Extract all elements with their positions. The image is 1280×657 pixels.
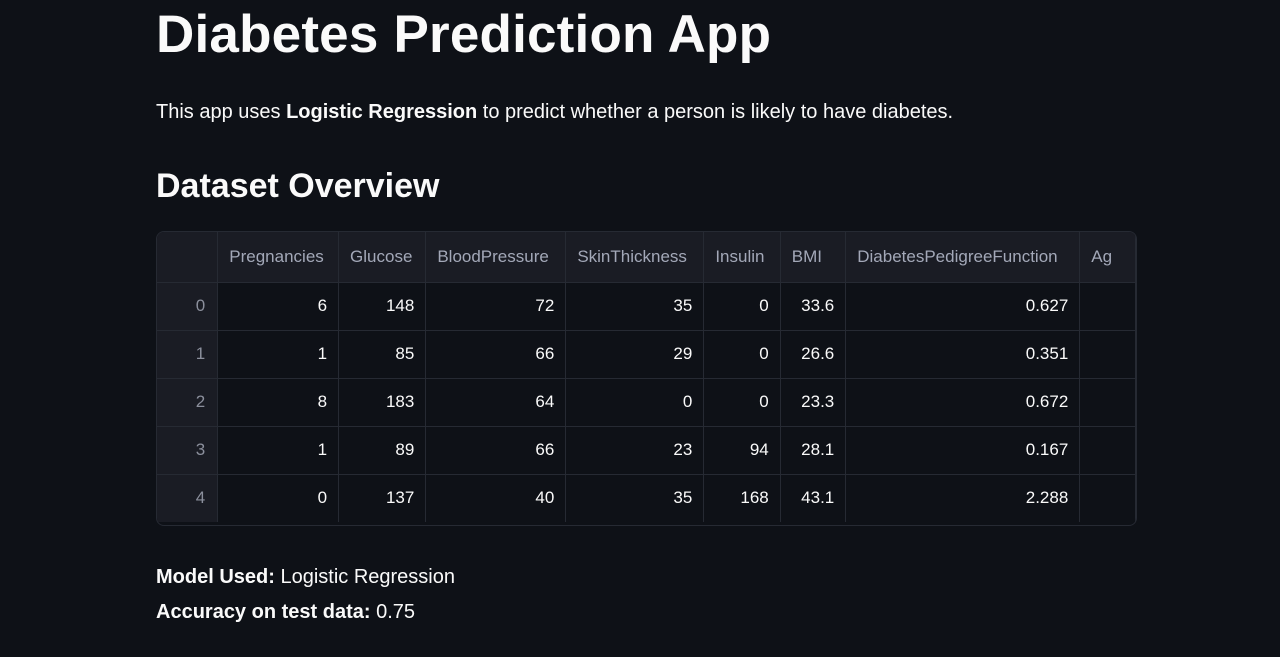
table-cell[interactable]: 6 — [217, 282, 340, 331]
column-header-skinthickness[interactable]: SkinThickness — [565, 232, 705, 283]
dataset-table[interactable]: Pregnancies Glucose BloodPressure SkinTh… — [157, 232, 1136, 522]
table-cell[interactable]: 89 — [338, 426, 427, 475]
table-cell[interactable]: 0 — [703, 282, 781, 331]
table-cell[interactable]: 28.1 — [780, 426, 847, 475]
accuracy-line: Accuracy on test data: 0.75 — [156, 598, 415, 626]
model-used-line: Model Used: Logistic Regression — [156, 563, 455, 591]
page-title: Diabetes Prediction App — [156, 5, 772, 64]
table-cell[interactable]: 64 — [425, 378, 567, 427]
section-title-dataset-overview: Dataset Overview — [156, 167, 440, 205]
row-index-cell[interactable]: 0 — [157, 282, 219, 331]
table-cell[interactable]: 23 — [565, 426, 705, 475]
table-cell[interactable]: 26.6 — [780, 330, 847, 379]
table-cell[interactable]: 29 — [565, 330, 705, 379]
table-cell[interactable]: 0.351 — [845, 330, 1081, 379]
intro-prefix: This app uses — [156, 101, 287, 123]
table-cell[interactable] — [1079, 282, 1136, 331]
table-cell[interactable]: 0 — [703, 378, 781, 427]
column-header-bmi[interactable]: BMI — [780, 232, 847, 283]
model-used-label: Model Used: — [156, 566, 275, 588]
column-header-pregnancies[interactable]: Pregnancies — [217, 232, 340, 283]
table-row: 2 8 183 64 0 0 23.3 0.672 — [157, 378, 1136, 427]
column-header-index[interactable] — [157, 232, 219, 283]
table-cell[interactable]: 0 — [217, 474, 340, 522]
table-cell[interactable]: 0 — [565, 378, 705, 427]
intro-model-name: Logistic Regression — [286, 101, 478, 123]
column-header-age[interactable]: Ag — [1079, 232, 1136, 283]
table-cell[interactable]: 40 — [425, 474, 567, 522]
table-cell[interactable]: 66 — [425, 426, 567, 475]
column-header-insulin[interactable]: Insulin — [703, 232, 781, 283]
table-cell[interactable]: 43.1 — [780, 474, 847, 522]
row-index-cell[interactable]: 1 — [157, 330, 219, 379]
table-cell[interactable]: 35 — [565, 474, 705, 522]
table-cell[interactable]: 168 — [703, 474, 781, 522]
table-cell[interactable]: 8 — [217, 378, 340, 427]
column-header-diabetespedigreefunction[interactable]: DiabetesPedigreeFunction — [845, 232, 1081, 283]
table-cell[interactable]: 2.288 — [845, 474, 1081, 522]
table-cell[interactable]: 35 — [565, 282, 705, 331]
column-header-glucose[interactable]: Glucose — [338, 232, 427, 283]
table-cell[interactable]: 183 — [338, 378, 427, 427]
dataframe-viewer[interactable]: Pregnancies Glucose BloodPressure SkinTh… — [156, 231, 1137, 526]
table-cell[interactable]: 0 — [703, 330, 781, 379]
column-header-bloodpressure[interactable]: BloodPressure — [425, 232, 567, 283]
table-cell[interactable]: 94 — [703, 426, 781, 475]
accuracy-label: Accuracy on test data: — [156, 601, 371, 623]
table-cell[interactable]: 0.167 — [845, 426, 1081, 475]
table-cell[interactable]: 1 — [217, 426, 340, 475]
table-cell[interactable]: 1 — [217, 330, 340, 379]
table-cell[interactable]: 148 — [338, 282, 427, 331]
table-cell[interactable] — [1079, 378, 1136, 427]
table-cell[interactable]: 137 — [338, 474, 427, 522]
row-index-cell[interactable]: 3 — [157, 426, 219, 475]
table-cell[interactable]: 0.627 — [845, 282, 1081, 331]
table-cell[interactable]: 66 — [425, 330, 567, 379]
table-row: 1 1 85 66 29 0 26.6 0.351 — [157, 330, 1136, 379]
accuracy-value: 0.75 — [370, 601, 415, 623]
table-cell[interactable]: 85 — [338, 330, 427, 379]
table-cell[interactable] — [1079, 426, 1136, 475]
table-cell[interactable]: 0.672 — [845, 378, 1081, 427]
row-index-cell[interactable]: 2 — [157, 378, 219, 427]
table-row: 4 0 137 40 35 168 43.1 2.288 — [157, 474, 1136, 522]
intro-text: This app uses Logistic Regression to pre… — [156, 98, 953, 126]
table-cell[interactable]: 33.6 — [780, 282, 847, 331]
table-cell[interactable] — [1079, 474, 1136, 522]
model-used-value: Logistic Regression — [274, 566, 455, 588]
table-cell[interactable]: 23.3 — [780, 378, 847, 427]
table-cell[interactable]: 72 — [425, 282, 567, 331]
intro-suffix: to predict whether a person is likely to… — [477, 101, 954, 123]
table-header-row: Pregnancies Glucose BloodPressure SkinTh… — [157, 232, 1136, 283]
table-row: 0 6 148 72 35 0 33.6 0.627 — [157, 282, 1136, 331]
table-row: 3 1 89 66 23 94 28.1 0.167 — [157, 426, 1136, 475]
table-cell[interactable] — [1079, 330, 1136, 379]
row-index-cell[interactable]: 4 — [157, 474, 219, 522]
